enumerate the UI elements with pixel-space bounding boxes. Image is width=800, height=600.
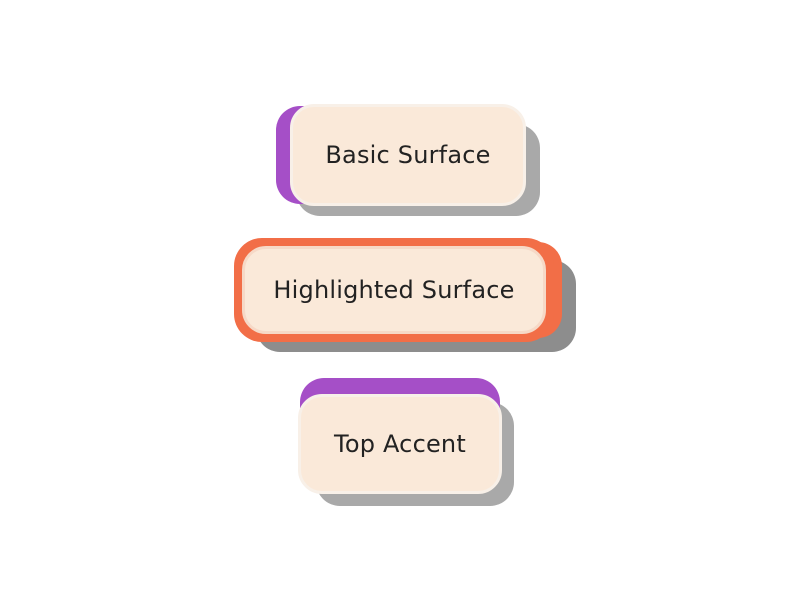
highlighted-surface-label: Highlighted Surface	[273, 276, 515, 304]
basic-surface-label: Basic Surface	[325, 141, 491, 169]
surface-face[interactable]: Top Accent	[298, 394, 502, 494]
top-accent-surface[interactable]: Top Accent	[298, 378, 516, 508]
top-accent-label: Top Accent	[334, 430, 466, 458]
basic-surface[interactable]: Basic Surface	[276, 104, 540, 216]
surface-face[interactable]: Highlighted Surface	[242, 246, 546, 334]
highlighted-surface[interactable]: Highlighted Surface	[234, 238, 578, 354]
surface-face[interactable]: Basic Surface	[290, 104, 526, 206]
